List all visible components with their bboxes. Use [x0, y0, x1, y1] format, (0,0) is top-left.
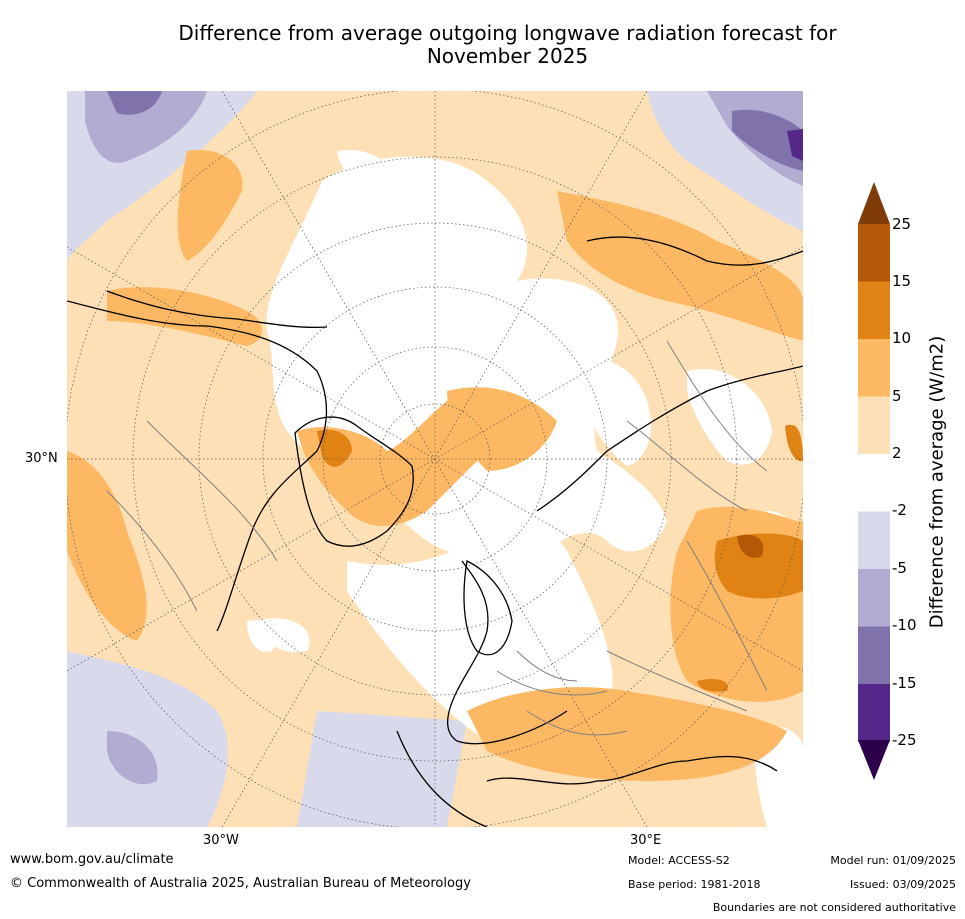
- colorbar-tick-minus-10: -10: [892, 616, 917, 634]
- neutral-asia-east: [687, 369, 772, 465]
- latitude-label-30n: 30°N: [25, 451, 58, 466]
- neutral-siberia: [577, 358, 651, 466]
- neutral-pacific-north: [337, 150, 389, 188]
- colorbar-swatch-m2-m5: [858, 511, 890, 569]
- meridian-60e: [67, 246, 803, 672]
- colorbar-swatch-m10-m15: [858, 626, 890, 684]
- map-title: Difference from average outgoing longwav…: [40, 22, 965, 68]
- footer-website: www.bom.gov.au/climate: [10, 852, 174, 867]
- coastline-greenland: [294, 416, 414, 547]
- coastline-alaska: [106, 290, 328, 329]
- colorbar-tick-15: 15: [892, 272, 912, 290]
- colorbar-swatch-10-15: [858, 281, 890, 339]
- country-borders-asia: [606, 340, 768, 712]
- coastline-siberia: [536, 365, 803, 512]
- polar-map: [67, 91, 803, 827]
- colorbar-tick-10: 10: [892, 329, 912, 347]
- coastline-north-america: [67, 300, 328, 632]
- map-canvas: [67, 91, 803, 827]
- title-line-2: November 2025: [426, 44, 589, 68]
- anomaly-5-10-eurasia-arctic: [447, 387, 557, 471]
- coastline-mediterranean: [486, 755, 778, 785]
- colorbar-tick-minus-5: -5: [892, 559, 907, 577]
- colorbar-tick-25: 25: [892, 215, 912, 233]
- anomaly-10-15-greenland: [317, 429, 352, 467]
- country-borders-north-america: [106, 420, 278, 612]
- footer-model: Model: ACCESS-S2: [628, 854, 730, 867]
- anomaly-5-10-alaska: [107, 287, 262, 346]
- longitude-label-30w: 30°W: [203, 833, 239, 848]
- anomaly-10-15-asia: [714, 533, 803, 599]
- footer-issued: Issued: 03/09/2025: [849, 878, 956, 891]
- colorbar-tick-minus-25: -25: [892, 731, 917, 749]
- latitude-circle-40: [132, 156, 738, 762]
- neutral-atlantic-small: [252, 618, 310, 653]
- coastline-eastern-asia: [586, 236, 803, 266]
- colorbar-tick-minus-2: -2: [892, 501, 907, 519]
- colorbar: [858, 182, 890, 782]
- coastline-europe: [446, 560, 568, 745]
- title-line-1: Difference from average outgoing longwav…: [178, 21, 837, 45]
- colorbar-tick-5: 5: [892, 387, 902, 405]
- anomaly-negative-sw-mid: [107, 731, 158, 785]
- colorbar-label: Difference from average (W/m2): [926, 335, 948, 629]
- anomaly-negative-sw-lower: [297, 711, 467, 827]
- colorbar-swatch-5-10: [858, 339, 890, 397]
- colorbar-swatch-m15-m25: [858, 684, 890, 742]
- anomaly-5-10-siberia-north: [557, 191, 803, 341]
- footer-copyright: © Commonwealth of Australia 2025, Austra…: [10, 876, 471, 891]
- anomaly-5-10-pacific: [177, 150, 243, 261]
- anomaly-10-15-asia-core: [737, 534, 764, 558]
- colorbar-graphic: [858, 182, 890, 780]
- anomaly-negative-ne-strong: [732, 109, 803, 171]
- anomaly-negative-sw: [67, 651, 228, 827]
- anomaly-5-10-greenland: [297, 391, 498, 526]
- coastline-scandinavia: [463, 560, 513, 656]
- footer-disclaimer: Boundaries are not considered authoritat…: [712, 901, 956, 914]
- footer-base-period: Base period: 1981-2018: [628, 878, 761, 891]
- colorbar-extend-max: [858, 182, 890, 224]
- country-borders-europe: [496, 650, 628, 736]
- anomaly-negative-ne-deep: [787, 129, 803, 161]
- anomaly-negative-nw-strong: [107, 91, 162, 115]
- footer-model-run: Model run: 01/09/2025: [830, 854, 956, 867]
- anomaly-10-15-east-edge: [785, 424, 803, 462]
- colorbar-tick-2: 2: [892, 444, 902, 462]
- anomaly-10-15-mediterranean: [697, 679, 728, 692]
- colorbar-swatch-15-25: [858, 224, 890, 282]
- coastline-africa: [396, 730, 488, 827]
- colorbar-swatch-neutral: [858, 454, 890, 512]
- colorbar-tick-minus-15: -15: [892, 674, 917, 692]
- anomaly-5-10-northamerica-west: [67, 451, 147, 641]
- longitude-label-30e: 30°E: [630, 833, 662, 848]
- colorbar-extend-min: [858, 740, 890, 780]
- colorbar-swatch-2-5: [858, 396, 890, 454]
- colorbar-swatch-m5-m10: [858, 569, 890, 627]
